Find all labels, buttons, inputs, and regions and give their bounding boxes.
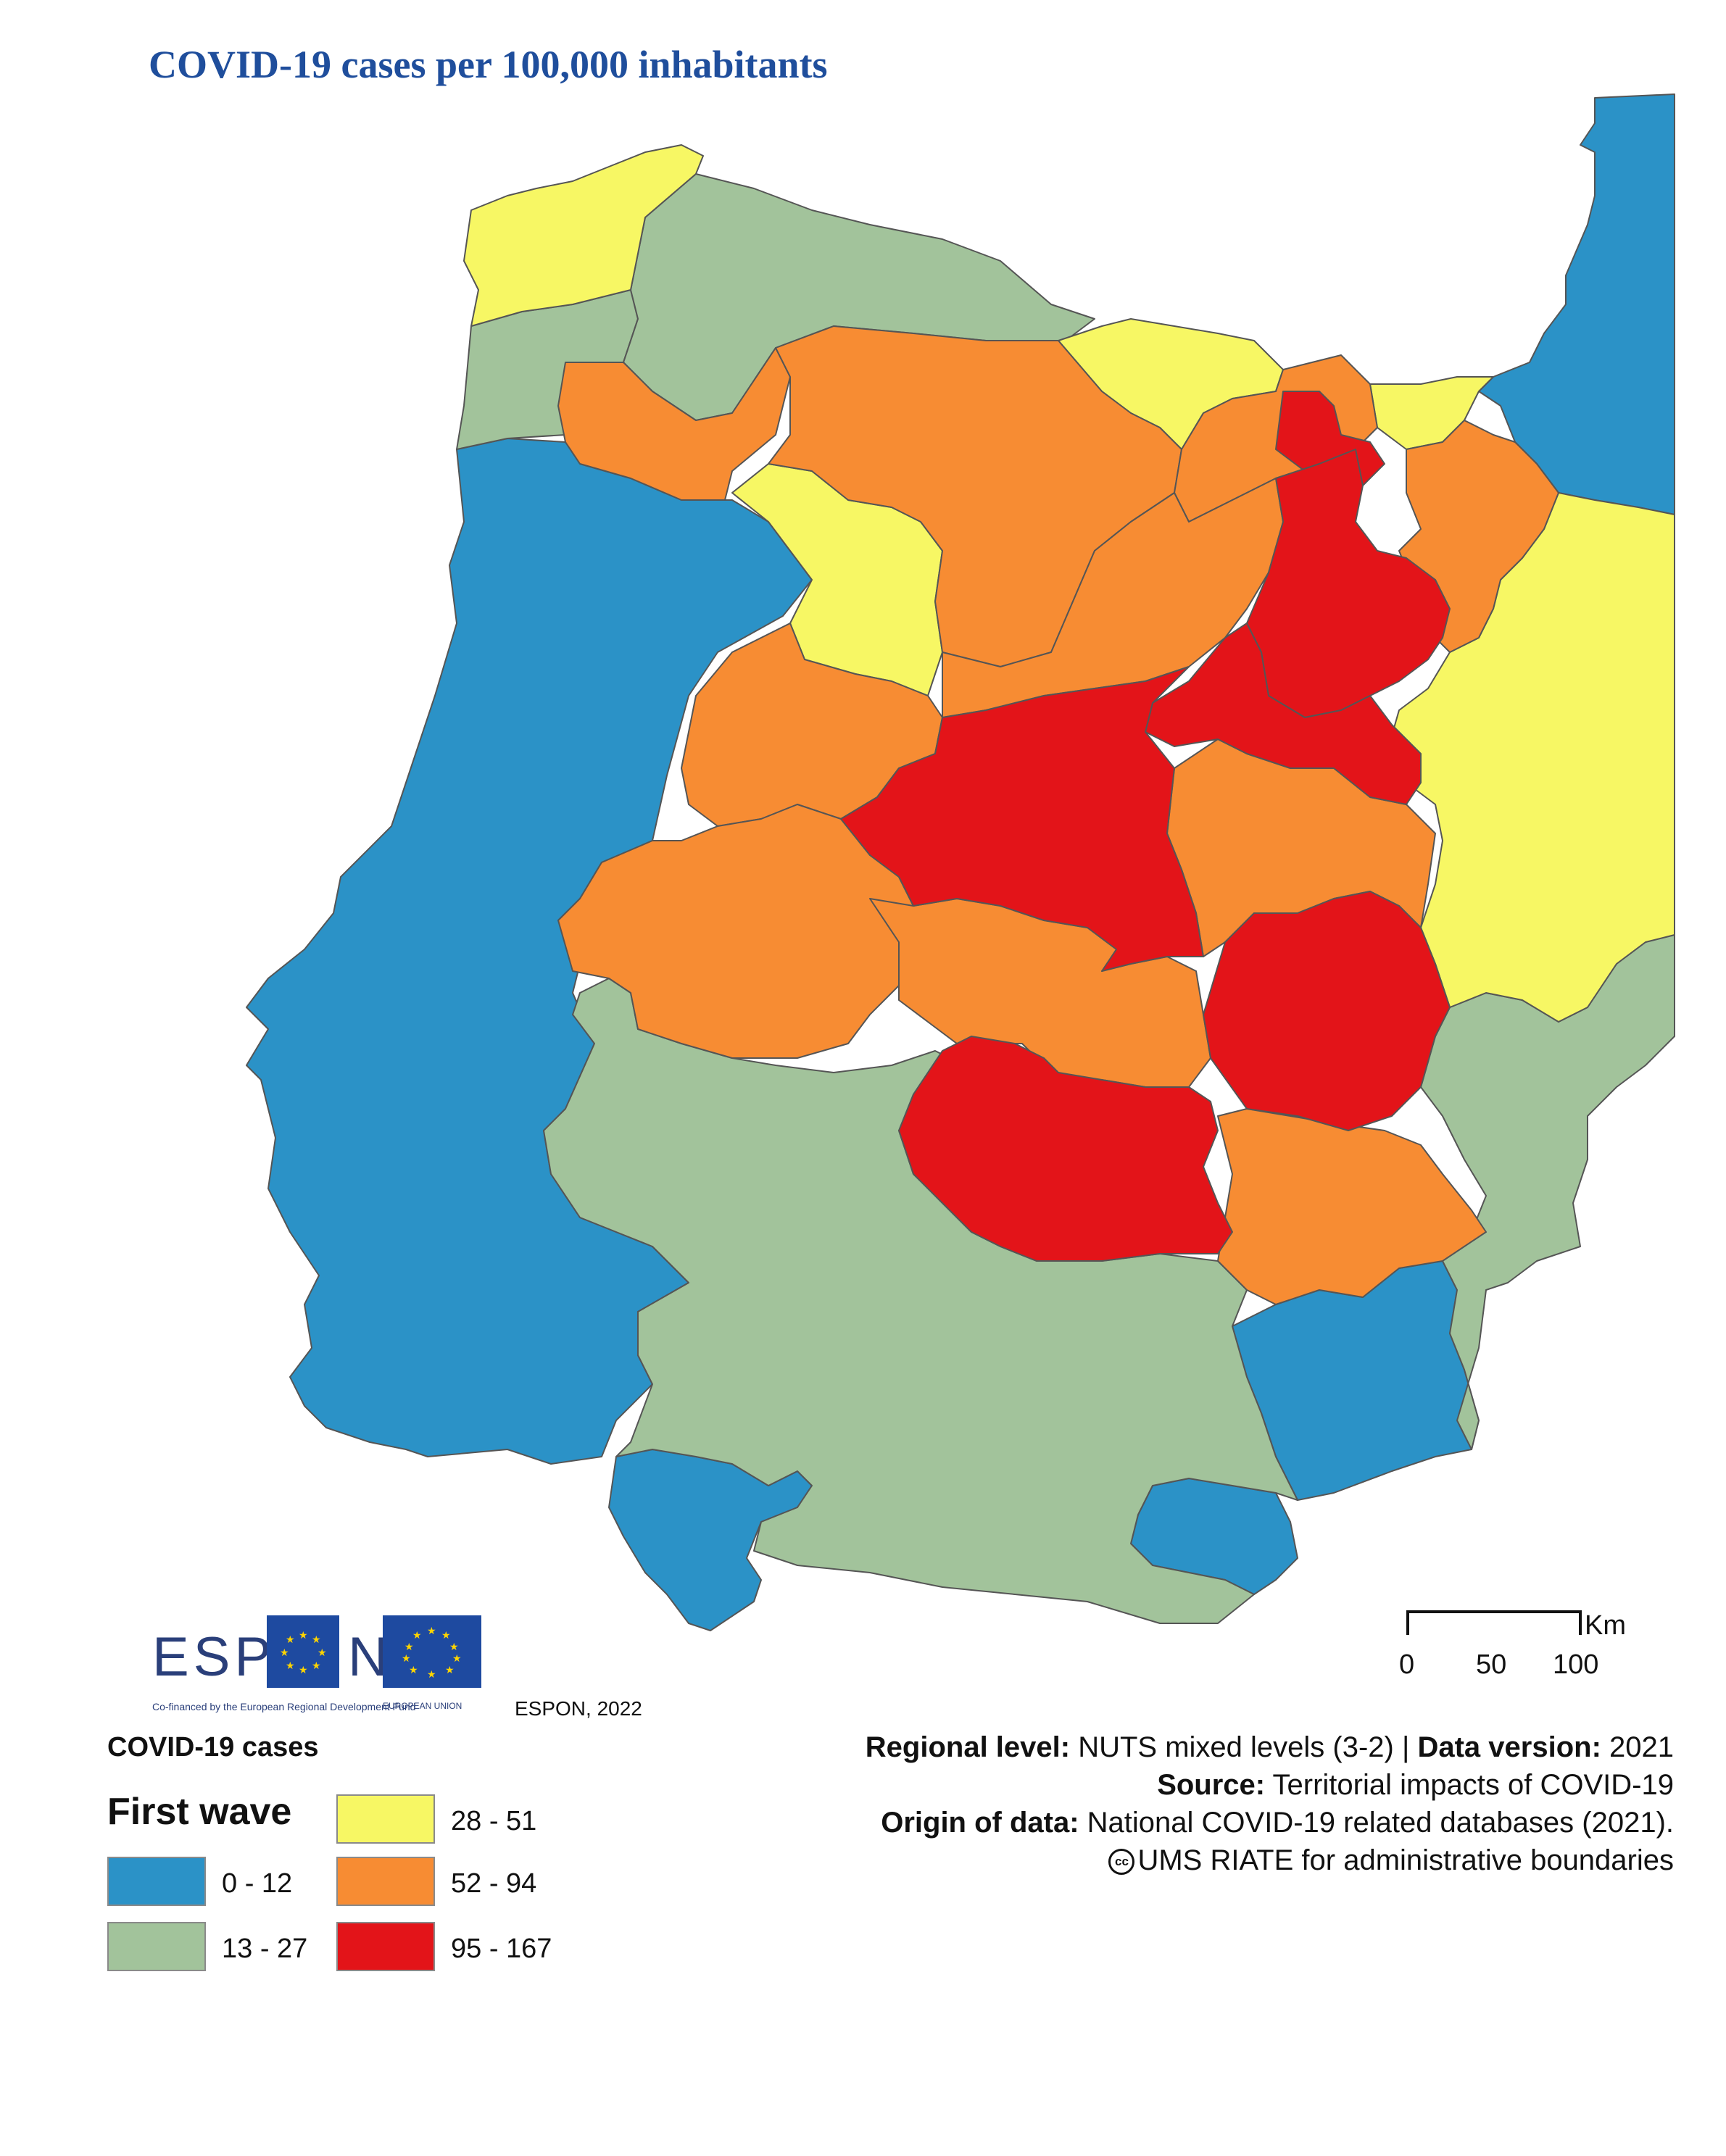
copyright-text: ESPON, 2022 — [515, 1697, 642, 1720]
credits-block: Regional level: NUTS mixed levels (3-2) … — [866, 1728, 1674, 1879]
regional-level-label: Regional level: — [865, 1731, 1071, 1763]
legend-label-13-27: 13 - 27 — [222, 1934, 308, 1964]
legend-swatch-52-94 — [336, 1857, 435, 1906]
region-pyrenees-east — [1369, 376, 1494, 450]
legend-label-52-94: 52 - 94 — [451, 1868, 537, 1899]
legend-subtitle: First wave — [107, 1791, 292, 1833]
legend-label-95-167: 95 - 167 — [451, 1934, 552, 1964]
map-title: COVID-19 cases per 100,000 inhabitants — [149, 43, 828, 86]
region-leon — [557, 347, 791, 501]
source-value: Territorial impacts of COVID-19 — [1265, 1769, 1674, 1801]
legend-swatch-0-12 — [107, 1857, 206, 1906]
legend-swatch-28-51 — [336, 1794, 435, 1844]
region-galicia-north — [463, 144, 704, 327]
scale-bar: Km 0 50 100 — [1399, 1607, 1626, 1687]
source-label: Source: — [1157, 1769, 1266, 1801]
boundaries-text: UMS RIATE for administrative boundaries — [1137, 1844, 1674, 1876]
espon-logo-text-end: N — [348, 1626, 392, 1688]
data-version-label: Data version: — [1417, 1731, 1601, 1763]
region-madrid — [840, 666, 1204, 972]
cofinanced-caption: Co-financed by the European Regional Dev… — [152, 1701, 416, 1712]
origin-label: Origin of data: — [881, 1807, 1079, 1839]
credits-line-source: Source: Territorial impacts of COVID-19 — [866, 1766, 1674, 1804]
logo-block: ESP ★ ★ ★ ★ ★ ★ ★ ★ N ★ ★ ★ ★ ★ ★ ★ ★ ★ … — [152, 1612, 660, 1725]
scale-unit: Km — [1585, 1610, 1626, 1641]
credits-line-origin: Origin of data: National COVID-19 relate… — [866, 1804, 1674, 1841]
legend-label-28-51: 28 - 51 — [451, 1806, 537, 1836]
credits-line-boundaries: cc UMS RIATE for administrative boundarie… — [866, 1841, 1674, 1879]
region-guadalajara — [1145, 623, 1422, 805]
scale-tick-0: 0 — [1399, 1649, 1415, 1680]
espon-logo-text: ESP — [152, 1626, 276, 1688]
eu-flag-icon: ★ ★ ★ ★ ★ ★ ★ ★ ★ ★ — [383, 1615, 481, 1688]
region-portugal — [246, 438, 813, 1465]
scale-tick-50: 50 — [1476, 1649, 1507, 1680]
eu-caption: EUROPEAN UNION — [383, 1701, 462, 1711]
data-version-value: 2021 — [1601, 1731, 1674, 1763]
legend-swatch-95-167 — [336, 1922, 435, 1971]
scale-tick-100: 100 — [1553, 1649, 1599, 1680]
creative-commons-icon: cc — [1108, 1849, 1135, 1876]
origin-value: National COVID-19 related databases (202… — [1079, 1807, 1674, 1839]
region-ciudad-real — [898, 1036, 1233, 1262]
scale-bar-line — [1406, 1610, 1582, 1635]
legend-swatch-13-27 — [107, 1922, 206, 1971]
legend-title: COVID-19 cases — [107, 1732, 319, 1762]
espon-eu-stars-icon: ★ ★ ★ ★ ★ ★ ★ ★ — [267, 1615, 339, 1688]
credits-line-regional: Regional level: NUTS mixed levels (3-2) … — [866, 1728, 1674, 1766]
region-valencia-inland — [1203, 891, 1451, 1131]
legend-label-0-12: 0 - 12 — [222, 1868, 293, 1899]
regional-level-value: NUTS mixed levels (3-2) | — [1070, 1731, 1418, 1763]
